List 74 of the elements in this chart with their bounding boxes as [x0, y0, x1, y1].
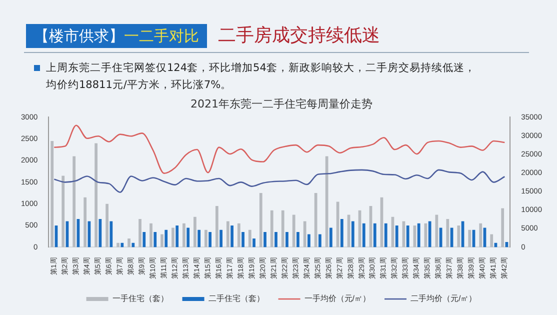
line-series — [54, 124, 506, 174]
text: 二手房成交持续低迷 — [218, 24, 380, 48]
bar — [62, 176, 65, 248]
legend-label: 一手住宅（套） — [112, 294, 168, 304]
bar — [120, 242, 124, 248]
bar — [194, 216, 196, 248]
bar — [94, 143, 98, 248]
bar — [501, 208, 504, 248]
bar — [264, 232, 266, 248]
bar — [435, 214, 438, 248]
legend-label: 二手住宅（套） — [208, 294, 264, 304]
bar — [340, 219, 344, 248]
bar — [106, 204, 108, 248]
bar — [314, 193, 318, 248]
bar — [164, 230, 168, 248]
text: 上周东莞二手住宅网签仅124套，环比增加54套，新政影响较大，二手房交易持续低迷，均价约18811元/平方米，环比涨7%。 — [46, 61, 476, 93]
chart-title: 2021年东莞一二手住宅每周量价走势 — [190, 97, 372, 110]
bar — [150, 223, 152, 248]
bar — [373, 223, 376, 248]
bar — [270, 210, 274, 248]
bar — [172, 228, 174, 248]
bar — [329, 228, 332, 248]
bar — [490, 234, 494, 248]
bar — [406, 226, 410, 248]
bar — [259, 193, 262, 248]
bar — [424, 223, 428, 248]
text: 【楼市供求】 — [34, 27, 124, 45]
bar — [132, 242, 135, 248]
bar — [318, 234, 322, 248]
bar — [281, 210, 284, 248]
bar — [242, 232, 244, 248]
legend-label: 一手均价（元/㎡） — [304, 294, 371, 304]
bar — [468, 230, 472, 248]
bar — [186, 228, 190, 248]
bar — [220, 230, 222, 248]
bar — [248, 230, 252, 248]
bar — [98, 219, 102, 248]
bar — [351, 221, 354, 248]
bar — [176, 226, 179, 248]
bar — [308, 234, 310, 248]
bar — [84, 197, 87, 248]
bar — [142, 232, 146, 248]
bar — [50, 141, 54, 248]
bar — [362, 223, 366, 248]
bar — [208, 232, 212, 248]
bar — [252, 238, 256, 248]
bar — [215, 206, 218, 248]
legend-label: 二手均价（元/㎡） — [410, 294, 477, 304]
bar — [182, 223, 186, 248]
bar — [457, 226, 460, 248]
bar — [292, 214, 296, 248]
bar — [286, 232, 288, 248]
bar — [274, 232, 278, 248]
bar — [154, 232, 157, 248]
bar — [303, 221, 306, 248]
bar — [296, 232, 300, 248]
bar — [138, 219, 142, 248]
bar — [198, 230, 201, 248]
text: 一二手对比 — [124, 27, 199, 45]
bar — [237, 223, 240, 248]
bar — [116, 242, 120, 248]
bar — [479, 223, 482, 248]
bar — [128, 238, 130, 248]
bar — [204, 230, 208, 248]
bar — [72, 156, 76, 248]
bar — [446, 219, 450, 248]
bar — [226, 221, 230, 248]
bar — [110, 221, 113, 248]
bar — [230, 226, 234, 248]
line-series — [54, 169, 506, 193]
bar — [417, 223, 420, 248]
bar — [384, 223, 388, 248]
bar — [395, 226, 398, 248]
bar — [160, 234, 164, 248]
